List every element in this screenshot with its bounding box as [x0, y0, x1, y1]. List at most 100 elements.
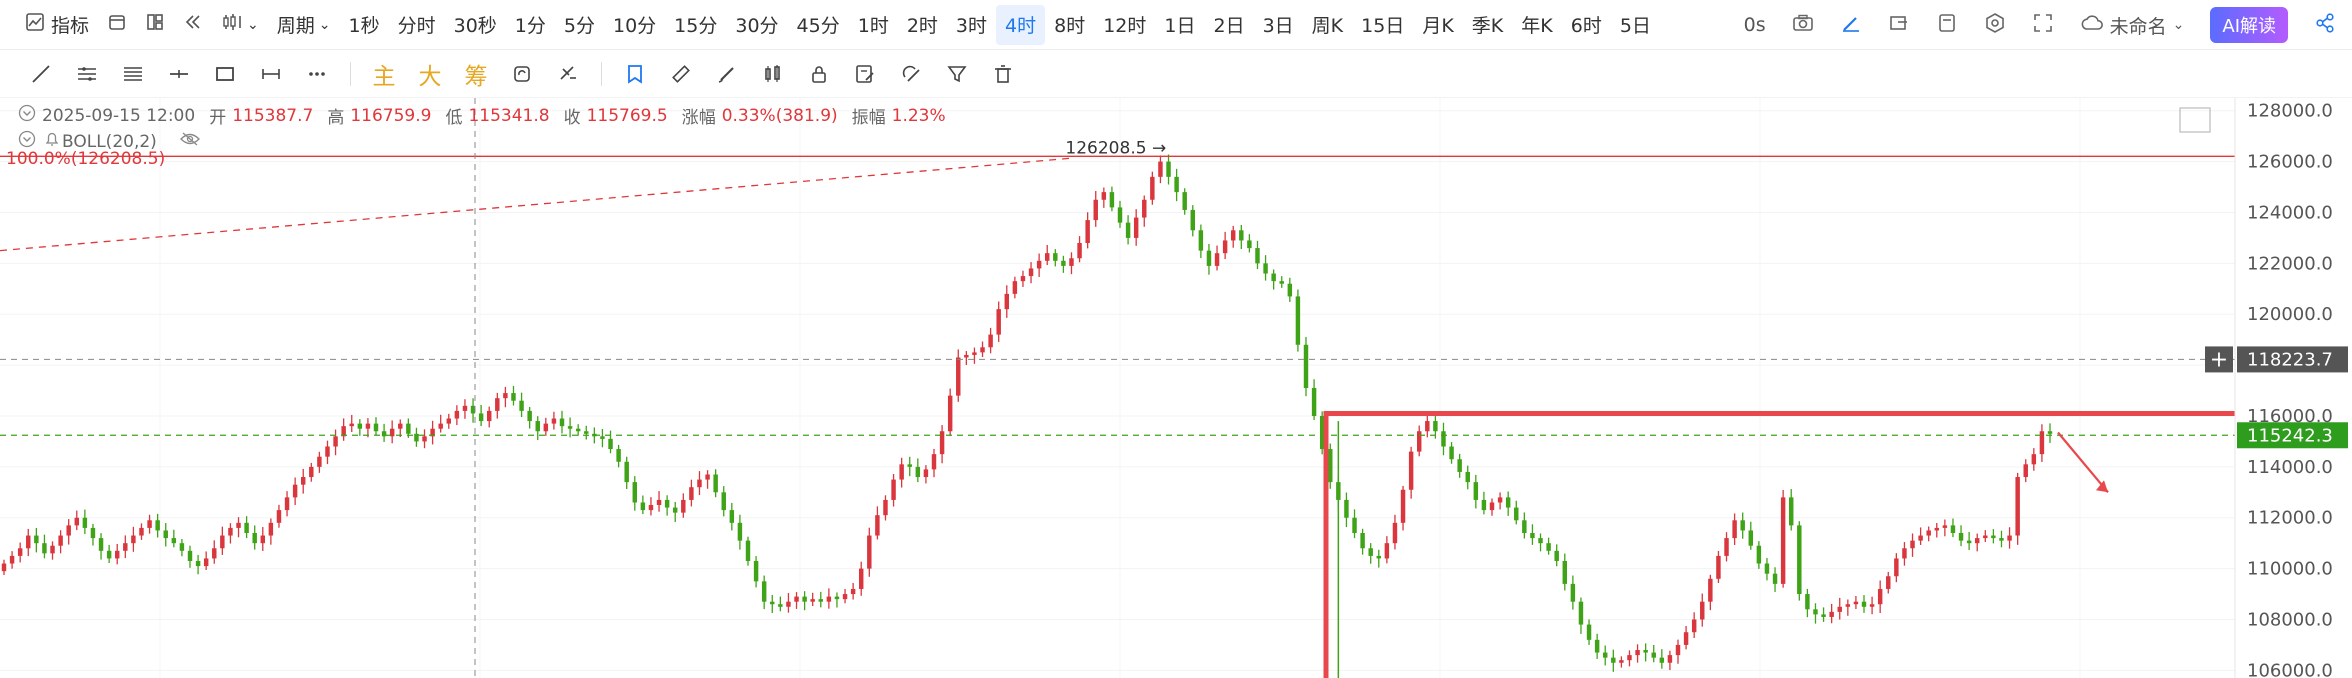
candle-body	[616, 449, 621, 462]
bell-icon[interactable]	[44, 131, 60, 152]
candle-body	[1691, 619, 1697, 633]
interval-tab[interactable]: 15分	[674, 15, 718, 37]
calculator-icon[interactable]	[1936, 13, 1958, 38]
interval-tab[interactable]: 分时	[397, 15, 436, 37]
indicator-button[interactable]: 指标	[16, 5, 98, 45]
candle-body	[681, 499, 686, 513]
candle-body	[1311, 388, 1317, 416]
interval-tab[interactable]: 1秒	[348, 15, 380, 37]
note-icon[interactable]	[842, 54, 888, 94]
candle-body	[786, 601, 791, 607]
filter-icon[interactable]	[934, 54, 980, 94]
interval-tab[interactable]: 10分	[612, 15, 657, 37]
bookmark-icon[interactable]	[612, 54, 658, 94]
chip-distribution-button[interactable]: 筹	[464, 63, 488, 90]
rectangle-icon[interactable]	[202, 54, 248, 94]
collapse-icon[interactable]	[18, 130, 36, 153]
measure-icon[interactable]	[248, 54, 294, 94]
window-icon[interactable]	[1888, 13, 1910, 38]
candle-body	[106, 550, 112, 559]
candle-body	[406, 423, 411, 434]
interval-tab[interactable]: 6时	[1570, 15, 1602, 37]
big-order-button[interactable]: 大	[418, 63, 442, 90]
replay-button[interactable]	[174, 5, 212, 45]
add-alert-button	[2205, 346, 2233, 373]
chart-type-button[interactable]: ⌄	[212, 5, 268, 45]
candle-body	[1918, 535, 1923, 541]
candle-body	[309, 466, 314, 478]
candle-body	[1085, 220, 1090, 243]
calendar-button[interactable]	[98, 5, 136, 45]
parallel-lines-icon[interactable]	[64, 54, 110, 94]
price-chart[interactable]: 126208.5 → 128000.0 126000.0 124000.0 12200…	[0, 98, 2352, 678]
pen-icon[interactable]	[1840, 13, 1862, 38]
settings-icon[interactable]	[1984, 12, 2006, 39]
fullscreen-icon[interactable]	[2032, 12, 2054, 39]
interval-tab[interactable]: 年K	[1521, 15, 1553, 37]
interval-tab[interactable]: 周K	[1311, 15, 1344, 37]
candle-body	[1384, 543, 1390, 559]
ruler-icon[interactable]	[658, 54, 704, 94]
sync-icon[interactable]	[499, 54, 545, 94]
erase-icon[interactable]	[888, 54, 934, 94]
interval-tab[interactable]: 1分	[514, 15, 546, 37]
interval-tab[interactable]: 3时	[955, 15, 988, 37]
candle-body	[114, 550, 120, 559]
lock-icon[interactable]	[796, 54, 842, 94]
candle-body	[559, 418, 565, 427]
interval-tab[interactable]: 5分	[563, 15, 595, 37]
interval-tab[interactable]: 30分	[735, 15, 779, 37]
candle-body	[1117, 207, 1123, 223]
candle-body	[640, 502, 646, 511]
interval-tab[interactable]: 3日	[1262, 15, 1294, 37]
trash-icon[interactable]	[980, 54, 1026, 94]
candle-body	[58, 535, 63, 546]
candle-body	[1441, 431, 1446, 447]
candle-body	[1166, 161, 1171, 177]
horizontal-line-icon[interactable]	[156, 54, 202, 94]
interval-tab[interactable]: 季K	[1471, 15, 1504, 37]
more-icon[interactable]	[294, 54, 340, 94]
candle-body	[478, 413, 484, 422]
interval-tab[interactable]: 月K	[1422, 15, 1454, 37]
candle-body	[438, 423, 443, 429]
interval-tab[interactable]: 1日	[1164, 15, 1196, 37]
main-chart-button[interactable]: 主	[372, 63, 396, 90]
interval-tab[interactable]: 30秒	[453, 15, 497, 37]
layout-button[interactable]	[136, 5, 174, 45]
fib-lines-icon[interactable]	[110, 54, 156, 94]
interval-tab[interactable]: 2时	[906, 15, 938, 37]
interval-tab[interactable]: 2日	[1213, 15, 1245, 37]
period-dropdown[interactable]: 周期 ⌄	[268, 5, 340, 45]
interval-tab[interactable]: 4时	[996, 4, 1046, 45]
ai-interpret-button[interactable]: AI解读	[2210, 7, 2288, 43]
camera-icon[interactable]	[1792, 13, 1814, 38]
period-label: 周期	[276, 15, 315, 37]
candle-body	[543, 423, 549, 432]
candle-body	[1764, 563, 1770, 574]
candles-icon[interactable]	[750, 54, 796, 94]
y-tick-label: 114000.0	[2247, 457, 2333, 478]
candle-body	[333, 436, 338, 447]
interval-tab[interactable]: 12时	[1103, 15, 1147, 37]
candle-body	[1433, 421, 1438, 432]
toolbar-divider	[601, 61, 602, 86]
share-icon[interactable]	[2314, 12, 2336, 39]
trend-line-icon[interactable]	[18, 54, 64, 94]
candle-body	[349, 423, 354, 427]
eye-off-icon[interactable]	[179, 131, 201, 152]
interval-tab[interactable]: 1时	[857, 15, 889, 37]
candle-body	[883, 499, 888, 516]
candle-body	[244, 522, 249, 533]
interval-tab[interactable]: 45分	[796, 15, 840, 37]
y-tick-label: 110000.0	[2247, 559, 2333, 580]
layout-name-dropdown[interactable]: 未命名 ⌄	[2080, 12, 2184, 39]
brush-icon[interactable]	[704, 54, 750, 94]
magnet-icon[interactable]	[545, 54, 591, 94]
collapse-icon[interactable]	[18, 104, 36, 127]
interval-tab[interactable]: 8时	[1054, 15, 1086, 37]
interval-tab[interactable]: 5日	[1619, 15, 1651, 37]
candle-body	[826, 596, 832, 602]
interval-tab[interactable]: 15日	[1361, 15, 1405, 37]
candle-body	[187, 550, 193, 561]
